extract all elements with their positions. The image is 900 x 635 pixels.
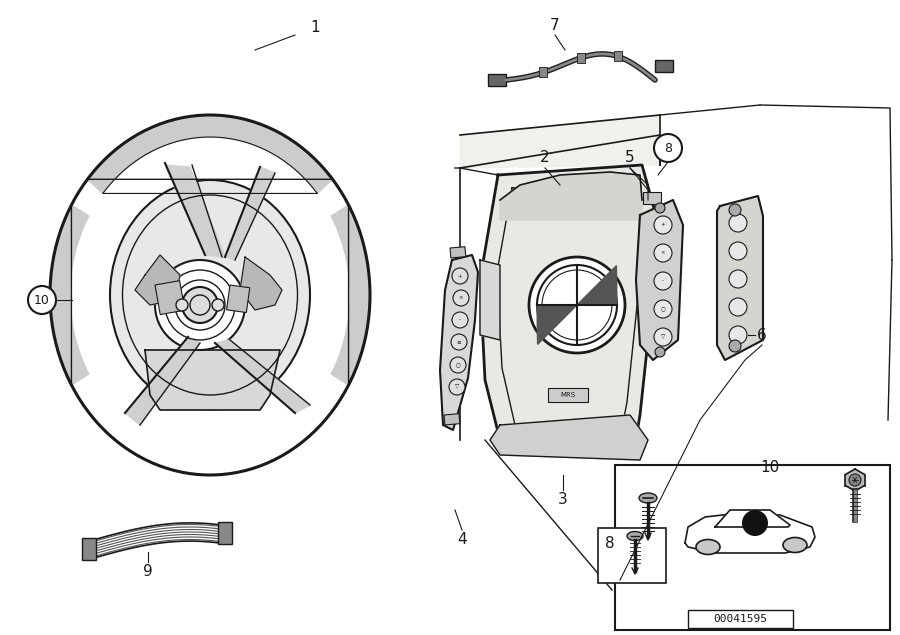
Text: 3: 3 (558, 493, 568, 507)
Circle shape (176, 299, 188, 311)
Circle shape (729, 242, 747, 260)
Polygon shape (480, 260, 500, 340)
Bar (688, 610, 793, 628)
Polygon shape (440, 255, 478, 430)
Text: ○: ○ (455, 363, 461, 368)
Polygon shape (636, 200, 683, 360)
Circle shape (654, 216, 672, 234)
Polygon shape (715, 510, 790, 527)
Circle shape (729, 298, 747, 316)
Text: 8: 8 (605, 535, 615, 551)
Text: ×: × (459, 295, 464, 300)
Circle shape (449, 379, 465, 395)
Text: -: - (459, 318, 461, 323)
Polygon shape (215, 340, 310, 413)
Circle shape (742, 510, 768, 536)
Circle shape (654, 272, 672, 290)
Polygon shape (685, 513, 815, 553)
Circle shape (654, 328, 672, 346)
Circle shape (654, 244, 672, 262)
Text: 10: 10 (34, 293, 50, 307)
Bar (155, 281, 184, 314)
Polygon shape (125, 337, 200, 425)
Circle shape (451, 334, 467, 350)
Circle shape (452, 268, 468, 284)
Circle shape (529, 257, 625, 353)
Text: 2: 2 (540, 150, 550, 166)
Circle shape (729, 214, 747, 232)
Text: -: - (662, 279, 664, 283)
Circle shape (654, 300, 672, 318)
Polygon shape (50, 205, 89, 385)
Circle shape (452, 312, 468, 328)
Circle shape (729, 326, 747, 344)
Bar (218, 522, 232, 544)
Text: ▽: ▽ (661, 335, 665, 340)
Text: ▽: ▽ (454, 385, 459, 389)
Circle shape (450, 357, 466, 373)
Polygon shape (165, 165, 225, 257)
Text: 00041595: 00041595 (713, 614, 767, 624)
Circle shape (729, 270, 747, 288)
Text: 9: 9 (143, 565, 153, 580)
Circle shape (28, 286, 56, 314)
Polygon shape (87, 115, 333, 194)
Polygon shape (845, 469, 865, 491)
Bar (227, 285, 250, 312)
Bar (598, 528, 666, 583)
Polygon shape (460, 115, 660, 168)
Text: ≡: ≡ (456, 340, 462, 345)
Text: +: + (661, 222, 665, 227)
Ellipse shape (639, 493, 657, 503)
Circle shape (849, 474, 861, 486)
Ellipse shape (155, 260, 245, 350)
Circle shape (182, 287, 218, 323)
Polygon shape (577, 265, 617, 305)
Polygon shape (135, 255, 180, 305)
Text: ×: × (661, 250, 665, 255)
Polygon shape (500, 172, 642, 220)
Ellipse shape (627, 531, 643, 540)
Circle shape (654, 134, 682, 162)
Ellipse shape (110, 180, 310, 410)
Polygon shape (225, 167, 275, 260)
Circle shape (655, 347, 665, 357)
Bar (444, 413, 460, 425)
Bar (488, 74, 506, 86)
Bar (548, 388, 588, 402)
Bar (643, 192, 661, 204)
Circle shape (453, 290, 469, 306)
Text: MRS: MRS (561, 392, 576, 398)
Bar (450, 246, 466, 258)
Polygon shape (537, 305, 577, 344)
Text: 6: 6 (757, 328, 767, 342)
Polygon shape (240, 257, 282, 310)
Text: 8: 8 (664, 142, 672, 154)
Ellipse shape (696, 540, 720, 554)
Circle shape (729, 204, 741, 216)
Polygon shape (331, 205, 370, 385)
Ellipse shape (50, 115, 370, 475)
Bar (82, 538, 96, 560)
Circle shape (729, 340, 741, 352)
Circle shape (655, 203, 665, 213)
Text: 10: 10 (760, 460, 779, 476)
Polygon shape (717, 196, 763, 360)
Circle shape (212, 299, 224, 311)
Polygon shape (480, 165, 660, 445)
Text: +: + (457, 274, 463, 279)
Polygon shape (145, 350, 280, 410)
Text: 7: 7 (550, 18, 560, 32)
Polygon shape (490, 415, 648, 460)
Text: 4: 4 (457, 533, 467, 547)
Bar (614, 51, 622, 62)
Bar (577, 53, 584, 63)
Text: ○: ○ (661, 307, 665, 312)
Text: 1: 1 (310, 20, 320, 36)
Bar (539, 67, 547, 77)
Bar (615, 465, 890, 630)
Bar (655, 60, 673, 72)
Text: 5: 5 (626, 150, 634, 166)
Ellipse shape (783, 537, 807, 552)
